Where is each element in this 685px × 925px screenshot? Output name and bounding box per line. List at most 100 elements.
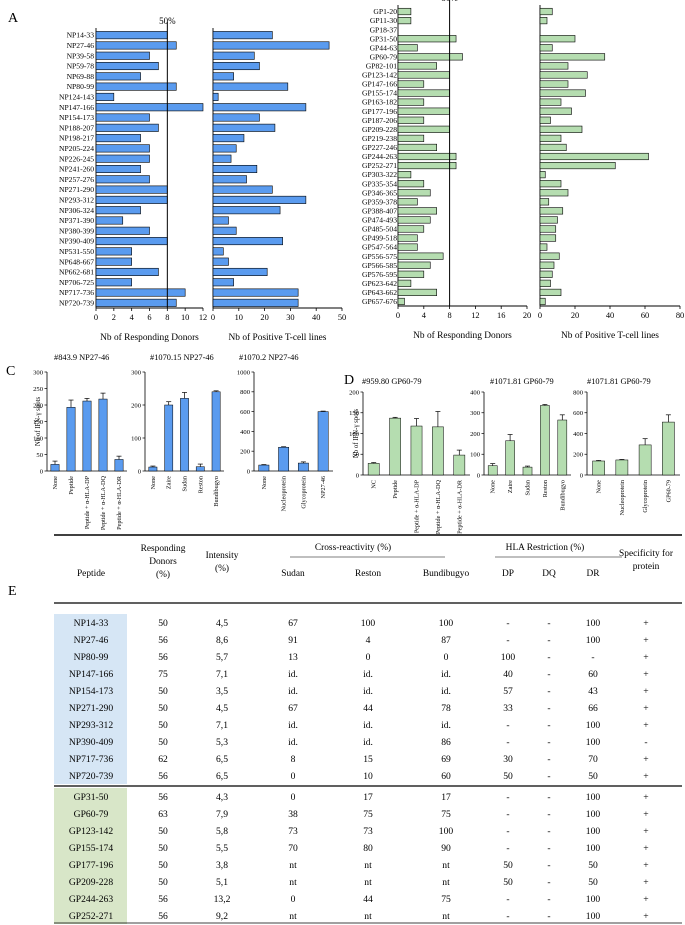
bar bbox=[397, 80, 425, 88]
bar bbox=[539, 125, 583, 133]
x-category-label: Peptide + α-HLA-DQ bbox=[435, 479, 442, 534]
bar bbox=[367, 463, 380, 476]
peptide-cell-bg bbox=[54, 716, 127, 733]
column-header: DR bbox=[586, 569, 600, 579]
table-cell: 7,1 bbox=[216, 669, 228, 680]
y-tick-label: 400 bbox=[240, 429, 251, 436]
bar bbox=[397, 71, 450, 79]
category-label: GP244-263 bbox=[362, 152, 397, 161]
table-cell: 73 bbox=[288, 826, 298, 837]
column-header: Responding bbox=[141, 544, 186, 554]
x-tick-label: 10 bbox=[235, 313, 243, 322]
bar bbox=[397, 53, 463, 61]
reference-label: 50% bbox=[159, 16, 176, 26]
bar bbox=[539, 134, 562, 142]
x-category-label: Peptide bbox=[392, 480, 399, 499]
panel-label-A: A bbox=[8, 11, 19, 26]
table-cell: 8 bbox=[291, 754, 296, 765]
y-tick-label: 0 bbox=[580, 472, 584, 479]
peptide-cell-bg bbox=[54, 805, 127, 822]
table-cell: + bbox=[643, 669, 648, 680]
bar bbox=[397, 35, 457, 43]
table-cell: 86 bbox=[441, 737, 451, 748]
category-label: NP14-33 bbox=[67, 31, 95, 40]
bar bbox=[539, 35, 576, 43]
table-cell: nt bbox=[364, 911, 372, 922]
bar bbox=[212, 31, 273, 40]
bar bbox=[539, 216, 558, 224]
x-tick-label: 20 bbox=[260, 313, 268, 322]
category-label: NP27-46 bbox=[67, 41, 95, 50]
bar bbox=[212, 247, 224, 256]
peptide-cell-bg bbox=[54, 856, 127, 873]
column-header: Donors bbox=[149, 557, 177, 567]
table-cell: + bbox=[643, 720, 648, 731]
table-cell: 43 bbox=[588, 686, 598, 697]
bar bbox=[638, 444, 652, 476]
table-cell: + bbox=[643, 618, 648, 629]
y-tick-label: 300 bbox=[131, 369, 142, 376]
category-label: NP293-312 bbox=[59, 195, 94, 204]
y-tick-label: 100 bbox=[470, 452, 481, 459]
bar bbox=[539, 225, 557, 233]
x-category-label: None bbox=[52, 476, 59, 490]
x-tick-label: 8 bbox=[165, 313, 169, 322]
x-tick-label: 10 bbox=[181, 313, 189, 322]
table-cell: 50 bbox=[588, 860, 598, 871]
category-label: GP346-365 bbox=[362, 188, 397, 197]
bar bbox=[397, 98, 425, 106]
x-category-label: Reston bbox=[542, 480, 549, 497]
bar bbox=[539, 207, 564, 215]
bar bbox=[397, 243, 418, 251]
table-cell: - bbox=[547, 911, 550, 922]
category-label: NP147-166 bbox=[59, 103, 94, 112]
bar bbox=[539, 297, 546, 306]
bar bbox=[95, 41, 177, 50]
x-category-label: NP27-46 bbox=[320, 476, 327, 498]
x-category-label: None bbox=[261, 476, 268, 490]
bar bbox=[212, 103, 307, 112]
table-cell: 67 bbox=[288, 618, 298, 629]
category-label: GP547-564 bbox=[362, 243, 397, 252]
bar bbox=[297, 462, 309, 472]
peptide-name: NP720-739 bbox=[69, 771, 113, 782]
bar bbox=[148, 466, 158, 472]
column-header: Bundibugyo bbox=[423, 569, 470, 579]
table-cell: + bbox=[643, 911, 648, 922]
category-label: GP556-575 bbox=[362, 252, 397, 261]
bar bbox=[212, 216, 229, 225]
y-tick-label: 100 bbox=[349, 431, 360, 438]
bar bbox=[66, 407, 76, 472]
category-label: NP205-224 bbox=[59, 144, 94, 153]
table-cell: 70 bbox=[588, 754, 598, 765]
group-header-hla: HLA Restriction (%) bbox=[506, 542, 585, 553]
y-tick-label: 200 bbox=[573, 452, 584, 459]
table-cell: + bbox=[643, 826, 648, 837]
bar bbox=[397, 62, 438, 70]
bar bbox=[212, 72, 234, 81]
bar bbox=[164, 404, 174, 472]
table-cell: 78 bbox=[441, 703, 451, 714]
column-header: protein bbox=[633, 562, 660, 572]
table-cell: nt bbox=[442, 860, 450, 871]
table-cell: 7,1 bbox=[216, 720, 228, 731]
bar bbox=[397, 198, 418, 206]
y-tick-label: 0 bbox=[138, 468, 142, 475]
table-cell: 4,5 bbox=[216, 703, 228, 714]
x-category-label: Peptide bbox=[68, 476, 75, 495]
x-category-label: Peptide + α-HLA-DR bbox=[456, 479, 463, 534]
category-label: GP187-206 bbox=[362, 116, 397, 125]
bar bbox=[397, 234, 418, 242]
bar bbox=[615, 459, 629, 476]
table-cell: 100 bbox=[501, 652, 516, 663]
bar bbox=[212, 175, 247, 184]
table-cell: id. bbox=[441, 720, 451, 731]
category-label: GP576-595 bbox=[362, 270, 397, 279]
bar bbox=[539, 89, 586, 97]
bar bbox=[539, 143, 567, 152]
bar bbox=[212, 92, 219, 101]
y-tick-label: 0 bbox=[40, 468, 44, 475]
bar bbox=[95, 144, 150, 153]
category-label: NP648-667 bbox=[59, 257, 94, 266]
